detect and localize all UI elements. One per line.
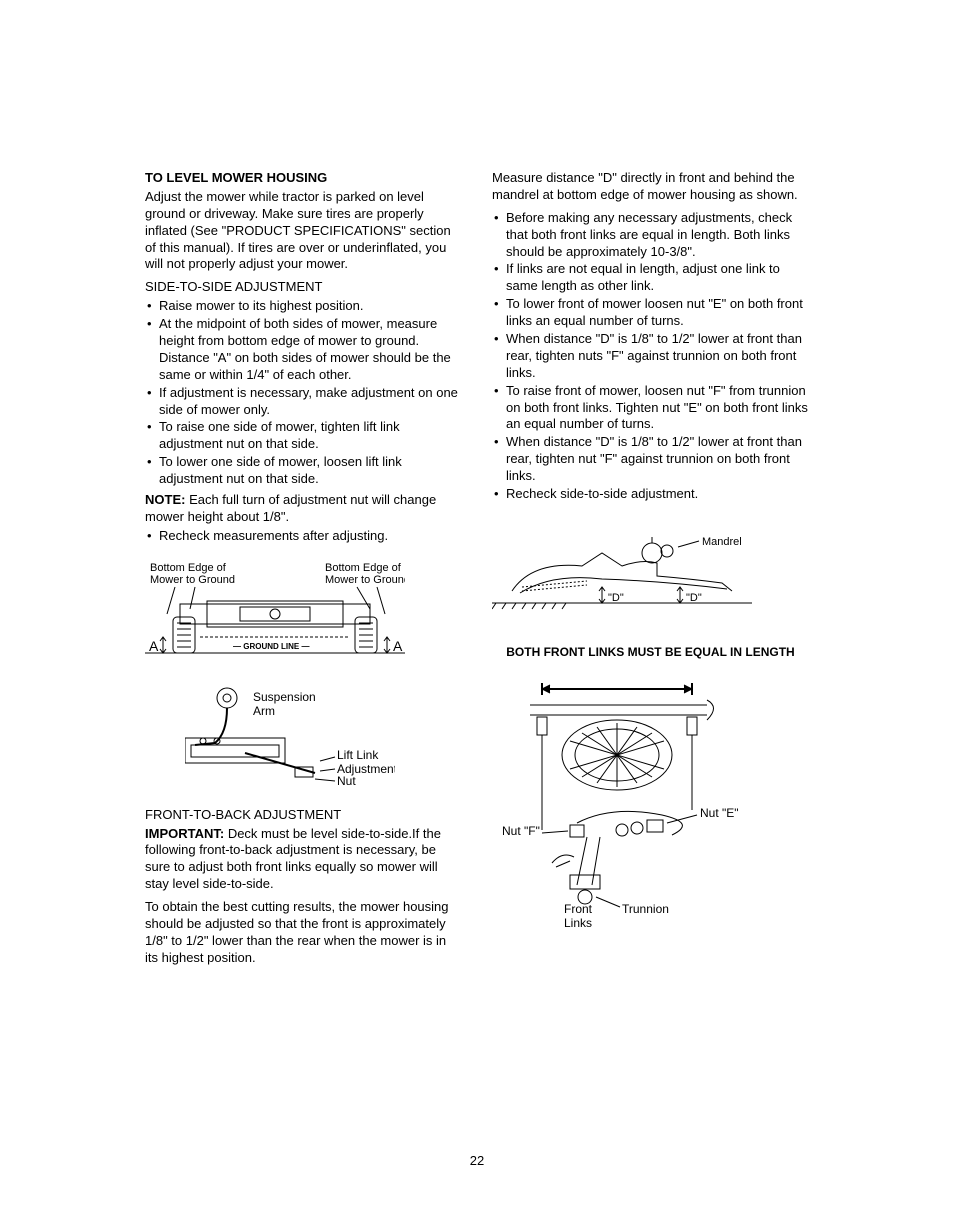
right-bullets: Before making any necessary adjustments,… — [492, 210, 809, 503]
bullet: Raise mower to its highest position. — [145, 298, 462, 315]
svg-text:Mandrel: Mandrel — [702, 536, 742, 548]
svg-text:Nut "F": Nut "F" — [502, 824, 540, 838]
svg-text:Nut: Nut — [337, 774, 356, 788]
svg-text:Mower to Ground: Mower to Ground — [150, 574, 235, 586]
bullet: When distance "D" is 1/8" to 1/2" lower … — [492, 434, 809, 485]
svg-text:A: A — [149, 638, 159, 654]
front-para: To obtain the best cutting results, the … — [145, 899, 462, 967]
svg-text:Front: Front — [564, 902, 593, 916]
svg-text:A: A — [393, 638, 403, 654]
note: NOTE: Each full turn of adjustment nut w… — [145, 492, 462, 526]
svg-text:Links: Links — [564, 916, 592, 930]
bullet: Recheck side-to-side adjustment. — [492, 486, 809, 503]
svg-text:Lift Link: Lift Link — [337, 748, 379, 762]
bullet: If adjustment is necessary, make adjustm… — [145, 385, 462, 419]
diagram-suspension-arm: Suspension Arm Lift Link Adjustment Nut — [185, 683, 462, 793]
manual-page: TO LEVEL MOWER HOUSING Adjust the mower … — [0, 0, 954, 1013]
side-adjustment-heading: SIDE-TO-SIDE ADJUSTMENT — [145, 279, 462, 296]
right-column: Measure distance "D" directly in front a… — [492, 170, 809, 973]
bullet: To raise one side of mower, tighten lift… — [145, 419, 462, 453]
bullet: To raise front of mower, loosen nut "F" … — [492, 383, 809, 434]
bullet: At the midpoint of both sides of mower, … — [145, 316, 462, 384]
svg-text:— GROUND LINE —: — GROUND LINE — — [233, 642, 309, 651]
links-equal-caption: BOTH FRONT LINKS MUST BE EQUAL IN LENGTH — [492, 645, 809, 661]
svg-text:Mower to Ground: Mower to Ground — [325, 574, 405, 586]
bullet: If links are not equal in length, adjust… — [492, 261, 809, 295]
svg-text:Trunnion: Trunnion — [622, 902, 669, 916]
bullet: To lower front of mower loosen nut "E" o… — [492, 296, 809, 330]
front-adjustment-heading: FRONT-TO-BACK ADJUSTMENT — [145, 807, 462, 824]
side-bullets: Raise mower to its highest position. At … — [145, 298, 462, 488]
svg-text:Bottom Edge of: Bottom Edge of — [150, 562, 227, 574]
note-text: Each full turn of adjustment nut will ch… — [145, 492, 436, 524]
bullet: Before making any necessary adjustments,… — [492, 210, 809, 261]
diagram-front-links: Nut "E" Nut "F" Front Links Trunnion — [492, 675, 809, 945]
side-bullets-after: Recheck measurements after adjusting. — [145, 528, 462, 545]
svg-text:Suspension: Suspension — [253, 690, 316, 704]
bullet: When distance "D" is 1/8" to 1/2" lower … — [492, 331, 809, 382]
diagram-mandrel: Mandrel "D" — [492, 531, 809, 631]
diagram-rear-view: Bottom Edge of Mower to Ground Bottom Ed… — [145, 559, 462, 669]
section-heading: TO LEVEL MOWER HOUSING — [145, 170, 462, 187]
important-note: IMPORTANT: Deck must be level side-to-si… — [145, 826, 462, 894]
page-number: 22 — [0, 1153, 954, 1168]
intro-text: Adjust the mower while tractor is parked… — [145, 189, 462, 273]
note-bold: NOTE: — [145, 492, 185, 507]
bullet: Recheck measurements after adjusting. — [145, 528, 462, 545]
svg-text:"D": "D" — [608, 592, 624, 604]
measure-d-para: Measure distance "D" directly in front a… — [492, 170, 809, 204]
svg-text:Arm: Arm — [253, 704, 275, 718]
bullet: To lower one side of mower, loosen lift … — [145, 454, 462, 488]
left-column: TO LEVEL MOWER HOUSING Adjust the mower … — [145, 170, 462, 973]
svg-text:Bottom Edge of: Bottom Edge of — [325, 562, 402, 574]
important-bold: IMPORTANT: — [145, 826, 224, 841]
svg-text:Nut "E": Nut "E" — [700, 806, 739, 820]
svg-text:"D": "D" — [686, 592, 702, 604]
